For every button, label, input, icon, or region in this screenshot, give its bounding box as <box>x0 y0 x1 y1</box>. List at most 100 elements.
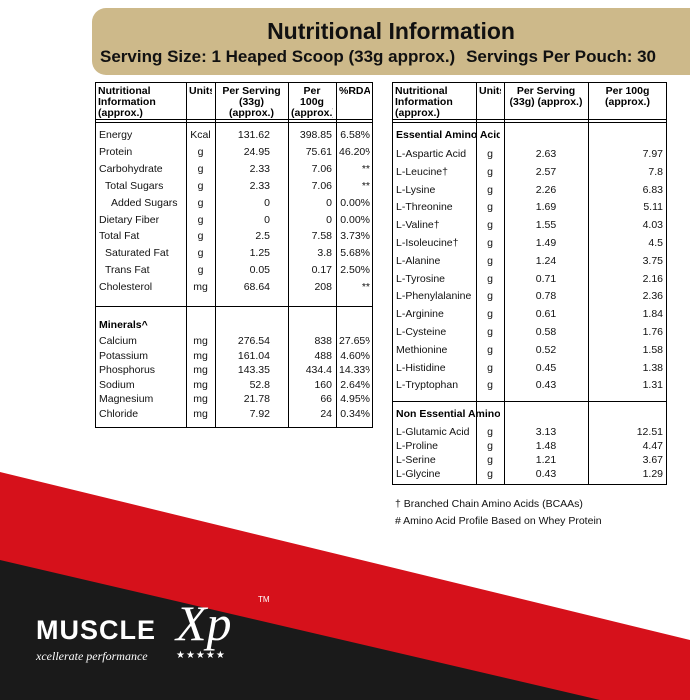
cell-value: 4.60% <box>340 350 370 361</box>
cell-value: 2.26 <box>535 184 557 196</box>
cell-value: g <box>487 380 493 391</box>
cell-value: ** <box>361 163 370 175</box>
section-rule <box>95 306 373 307</box>
cell-value: g <box>487 255 493 267</box>
column-rule <box>504 82 505 485</box>
row-label: L-Phenylalanine <box>396 291 472 302</box>
cell-value: g <box>487 238 493 249</box>
cell-value: 2.57 <box>535 166 557 178</box>
header-rule <box>392 119 667 120</box>
cell-value: 7.8 <box>648 166 663 178</box>
dark-band <box>0 560 600 700</box>
cell-value: 0 <box>264 197 270 209</box>
cell-value: 4.5 <box>648 238 663 249</box>
row-label: L-Valine† <box>396 220 440 231</box>
brand-tm: TM <box>258 595 270 604</box>
cell-value: 6.58% <box>340 130 370 141</box>
cell-value: g <box>197 197 204 209</box>
cell-value: 68.64 <box>243 282 270 293</box>
cell-value: 75.61 <box>305 146 332 158</box>
cell-value: 0.43 <box>535 380 557 391</box>
column-header: Per Serving (33g) (approx.) <box>222 86 281 120</box>
cell-value: 398.85 <box>299 130 332 141</box>
column-rule <box>336 82 337 428</box>
row-label: L-Alanine <box>396 255 441 267</box>
cell-value: g <box>197 231 204 242</box>
cell-value: g <box>487 291 493 302</box>
cell-value: 14.33% <box>339 365 370 376</box>
cell-value: 0 <box>326 197 332 209</box>
column-rule <box>215 82 216 428</box>
serving-size: Serving Size: 1 Heaped Scoop (33g approx… <box>100 47 456 66</box>
servings-per-pouch: Servings Per Pouch: 30 <box>466 47 656 66</box>
section-heading: Minerals^ <box>99 320 148 331</box>
cell-value: 0.58 <box>535 327 557 338</box>
cell-value: 1.76 <box>642 327 663 338</box>
cell-value: 0.34% <box>340 408 370 419</box>
row-label: L-Aspartic Acid <box>396 149 467 160</box>
column-rule <box>186 82 187 428</box>
cell-value: 2.33 <box>249 180 270 192</box>
row-label: Methionine <box>396 344 448 356</box>
row-label: L-Glutamic Acid <box>396 427 470 438</box>
row-label: L-Lysine <box>396 184 436 196</box>
row-label: Chloride <box>99 408 139 419</box>
row-label: L-Tyrosine <box>396 273 446 285</box>
cell-value: 24.95 <box>243 146 270 158</box>
title: Nutritional Information <box>267 18 515 44</box>
cell-value: 2.5 <box>255 231 270 242</box>
cell-value: 66 <box>320 394 332 405</box>
cell-value: g <box>197 180 204 192</box>
cell-value: 276.54 <box>237 336 270 347</box>
column-header: Units <box>189 86 212 97</box>
cell-value: mg <box>193 408 208 419</box>
cell-value: 2.33 <box>249 163 270 175</box>
cell-value: 0.61 <box>535 309 557 320</box>
cell-value: 1.21 <box>535 455 557 466</box>
cell-value: g <box>487 362 493 374</box>
cell-value: 3.8 <box>317 248 332 259</box>
cell-value: g <box>487 184 493 196</box>
row-label: Carbohydrate <box>99 163 163 175</box>
brand-stars: ★★★★★ <box>176 650 226 661</box>
cell-value: 2.16 <box>642 273 663 285</box>
footnote: † Branched Chain Amino Acids (BCAAs) <box>395 498 583 510</box>
cell-value: g <box>487 149 493 160</box>
section-rule <box>392 401 667 402</box>
cell-value: 0.05 <box>249 265 270 276</box>
row-label: Dietary Fiber <box>99 214 160 225</box>
column-header: Nutritional Information (approx.) <box>395 86 453 120</box>
column-rule <box>476 82 477 485</box>
row-label: Energy <box>99 130 133 141</box>
cell-value: 3.13 <box>535 427 557 438</box>
cell-value: 4.47 <box>642 441 663 452</box>
cell-value: 488 <box>314 350 332 361</box>
column-header: Per Serving (33g) (approx.) <box>509 86 583 109</box>
row-label: L-Histidine <box>396 362 446 374</box>
row-label: L-Tryptophan <box>396 380 459 391</box>
row-label: Magnesium <box>99 394 154 405</box>
cell-value: ** <box>361 180 370 192</box>
cell-value: 4.03 <box>642 220 663 231</box>
column-header: Per 100g (approx.) <box>605 86 650 109</box>
column-header: %RDA* <box>339 86 370 97</box>
column-rule <box>288 82 289 428</box>
cell-value: 1.49 <box>535 238 557 249</box>
cell-value: 2.50% <box>340 265 370 276</box>
cell-value: 1.24 <box>535 255 557 267</box>
cell-value: g <box>197 146 204 158</box>
cell-value: 1.69 <box>535 202 557 213</box>
row-label: L-Threonine <box>396 202 453 213</box>
column-header: Units <box>479 86 501 97</box>
cell-value: 208 <box>314 282 332 293</box>
brand-tagline: xcellerate performance <box>36 649 148 663</box>
cell-value: 27.65% <box>339 336 370 347</box>
row-label: L-Cysteine <box>396 327 447 338</box>
cell-value: 0.00% <box>340 214 370 225</box>
cell-value: 131.62 <box>237 130 270 141</box>
cell-value: 2.36 <box>642 291 663 302</box>
cell-value: mg <box>193 379 208 390</box>
cell-value: 46.20% <box>339 146 370 158</box>
cell-value: Kcal <box>190 130 211 141</box>
cell-value: mg <box>193 336 208 347</box>
